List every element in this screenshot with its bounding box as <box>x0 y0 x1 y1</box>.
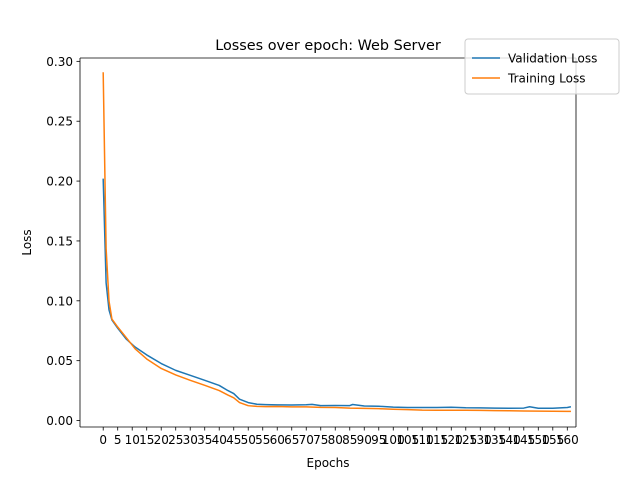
x-tick-label: 140 <box>498 433 521 447</box>
x-tick-label: 50 <box>241 433 256 447</box>
x-tick-label: 45 <box>226 433 241 447</box>
y-axis-label: Loss <box>20 229 34 255</box>
y-tick-label: 0.25 <box>46 115 73 129</box>
x-tick-label: 25 <box>168 433 183 447</box>
x-tick-label: 40 <box>212 433 227 447</box>
y-axis-ticks: 0.00 0.05 0.10 0.15 0.20 0.25 0.30 <box>46 55 80 428</box>
x-axis-ticks: 0 5 10 15 20 25 30 35 40 45 50 55 60 65 70 75 80 85 90 9510… <box>99 427 579 447</box>
y-tick-label: 0.05 <box>46 354 73 368</box>
x-axis-label: Epochs <box>307 456 350 470</box>
x-tick-label: 5 <box>114 433 122 447</box>
y-tick-label: 0.10 <box>46 294 73 308</box>
x-tick-label: 80 <box>328 433 343 447</box>
y-tick-label: 0.20 <box>46 175 73 189</box>
x-tick-label: 70 <box>299 433 314 447</box>
x-tick-label: 105 <box>396 433 419 447</box>
x-tick-label: 120 <box>440 433 463 447</box>
legend-label-validation: Validation Loss <box>508 52 597 66</box>
y-tick-label: 0.00 <box>46 414 73 428</box>
x-tick-label: 130 <box>469 433 492 447</box>
x-tick-label: 95 <box>371 433 386 447</box>
x-tick-label: 75 <box>313 433 328 447</box>
x-tick-label: 60 <box>270 433 285 447</box>
x-tick-label: 15 <box>139 433 154 447</box>
legend: Validation Loss Training Loss <box>464 38 620 95</box>
x-tick-label: 20 <box>154 433 169 447</box>
legend-box <box>464 38 620 95</box>
chart-title: Losses over epoch: Web Server <box>215 38 441 54</box>
x-tick-label: 65 <box>284 433 299 447</box>
y-tick-label: 0.30 <box>46 55 73 69</box>
series-line-0 <box>102 178 572 409</box>
y-tick-label: 0.15 <box>46 234 73 248</box>
x-tick-label: 35 <box>197 433 212 447</box>
legend-label-training: Training Loss <box>507 72 585 86</box>
x-tick-label: 155 <box>541 433 564 447</box>
x-tick-label: 10 <box>125 433 140 447</box>
x-tick-label: 145 <box>512 433 535 447</box>
series-layer <box>102 72 572 413</box>
x-tick-label: 110 <box>411 433 434 447</box>
series-line-1 <box>102 72 571 413</box>
x-tick-label: 0 <box>99 433 107 447</box>
x-tick-label: 100 <box>382 433 405 447</box>
x-tick-label: 125 <box>454 433 477 447</box>
x-tick-label: 115 <box>425 433 448 447</box>
x-tick-label: 160 <box>556 433 579 447</box>
x-tick-label: 30 <box>183 433 198 447</box>
plot-area <box>80 58 576 427</box>
x-tick-label: 150 <box>527 433 550 447</box>
x-tick-label: 85 <box>342 433 357 447</box>
x-tick-label: 55 <box>255 433 270 447</box>
x-tick-label: 90 <box>357 433 372 447</box>
x-tick-label: 135 <box>483 433 506 447</box>
